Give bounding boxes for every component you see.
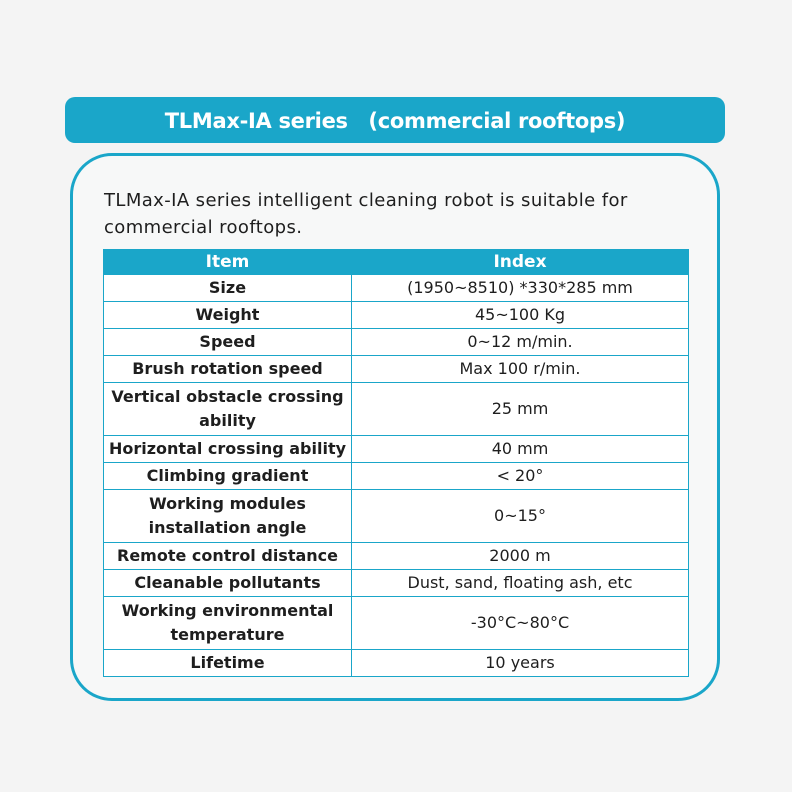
row-item: Speed bbox=[103, 328, 352, 356]
row-value: 2000 m bbox=[351, 542, 689, 570]
table-row: Brush rotation speed Max 100 r/min. bbox=[103, 355, 689, 383]
row-item: Horizontal crossing ability bbox=[103, 435, 352, 463]
table-row: Remote control distance 2000 m bbox=[103, 542, 689, 570]
column-header-index: Index bbox=[351, 249, 689, 275]
row-item: Remote control distance bbox=[103, 542, 352, 570]
row-item: Brush rotation speed bbox=[103, 355, 352, 383]
table-row: Cleanable pollutants Dust, sand, floatin… bbox=[103, 569, 689, 597]
row-item: Climbing gradient bbox=[103, 462, 352, 490]
row-value: Dust, sand, floating ash, etc bbox=[351, 569, 689, 597]
table-row: Size (1950~8510) *330*285 mm bbox=[103, 274, 689, 302]
table-row: Working environmental temperature -30°C~… bbox=[103, 596, 689, 650]
intro-text: TLMax-IA series intelligent cleaning rob… bbox=[104, 190, 628, 238]
row-item: Working environmental temperature bbox=[103, 596, 352, 650]
table-row: Weight 45~100 Kg bbox=[103, 301, 689, 329]
table-row: Working modules installation angle 0~15° bbox=[103, 489, 689, 543]
title-banner: TLMax-IA series (commercial rooftops) bbox=[65, 97, 725, 143]
page-title: TLMax-IA series (commercial rooftops) bbox=[164, 109, 626, 133]
table-row: Horizontal crossing ability 40 mm bbox=[103, 435, 689, 463]
table-row: Vertical obstacle crossing ability 25 mm bbox=[103, 382, 689, 436]
table-row: Climbing gradient < 20° bbox=[103, 462, 689, 490]
row-value: 0~12 m/min. bbox=[351, 328, 689, 356]
row-value: 0~15° bbox=[351, 489, 689, 543]
table-row: Lifetime 10 years bbox=[103, 649, 689, 677]
row-item: Size bbox=[103, 274, 352, 302]
row-value: 10 years bbox=[351, 649, 689, 677]
row-value: < 20° bbox=[351, 462, 689, 490]
row-value: Max 100 r/min. bbox=[351, 355, 689, 383]
table-header-row: Item Index bbox=[103, 249, 689, 275]
row-value: 40 mm bbox=[351, 435, 689, 463]
row-item: Cleanable pollutants bbox=[103, 569, 352, 597]
table-row: Speed 0~12 m/min. bbox=[103, 328, 689, 356]
row-item: Lifetime bbox=[103, 649, 352, 677]
spec-table: Item Index Size (1950~8510) *330*285 mm … bbox=[103, 249, 689, 677]
row-value: (1950~8510) *330*285 mm bbox=[351, 274, 689, 302]
row-value: 45~100 Kg bbox=[351, 301, 689, 329]
row-value: -30°C~80°C bbox=[351, 596, 689, 650]
row-item: Vertical obstacle crossing ability bbox=[103, 382, 352, 436]
row-item: Weight bbox=[103, 301, 352, 329]
column-header-item: Item bbox=[103, 249, 352, 275]
row-item: Working modules installation angle bbox=[103, 489, 352, 543]
row-value: 25 mm bbox=[351, 382, 689, 436]
